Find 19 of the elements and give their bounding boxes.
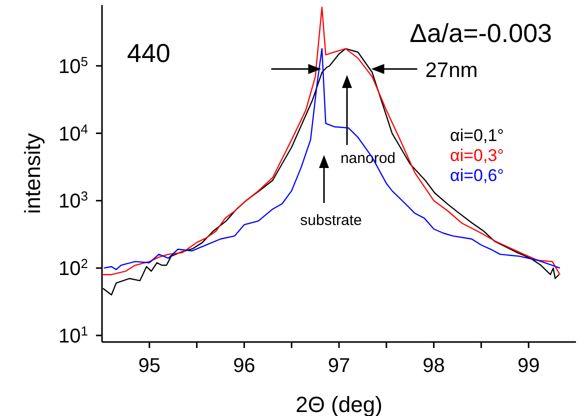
- y-axis-title: intensity: [20, 133, 45, 214]
- y-tick-label: 10$^{2}$: [58, 256, 88, 280]
- line-series: [102, 6, 560, 276]
- x-tick-label: 99: [517, 355, 540, 377]
- y-tick-label: 10$^{5}$: [58, 53, 88, 78]
- annotation: 440: [127, 38, 170, 68]
- y-tick-label: 10$^{3}$: [58, 188, 88, 213]
- x-tick-label: 98: [422, 355, 445, 377]
- annotation: substrate: [300, 212, 362, 229]
- text: αi=0,1°: [450, 126, 504, 145]
- y-tick-label: 10$^{1}$: [58, 322, 88, 348]
- x-tick-label: 96: [233, 355, 256, 377]
- x-tick-label: 97: [328, 355, 350, 377]
- annotation: 27nm: [425, 58, 478, 82]
- x-tick-label: 95: [138, 355, 161, 377]
- text: αi=0,6°: [450, 166, 504, 185]
- series-label: αi=0,3°: [450, 146, 504, 165]
- y-tick-label: 10$^{4}$: [58, 120, 88, 146]
- annotation: Δa/a=-0.003: [410, 18, 552, 48]
